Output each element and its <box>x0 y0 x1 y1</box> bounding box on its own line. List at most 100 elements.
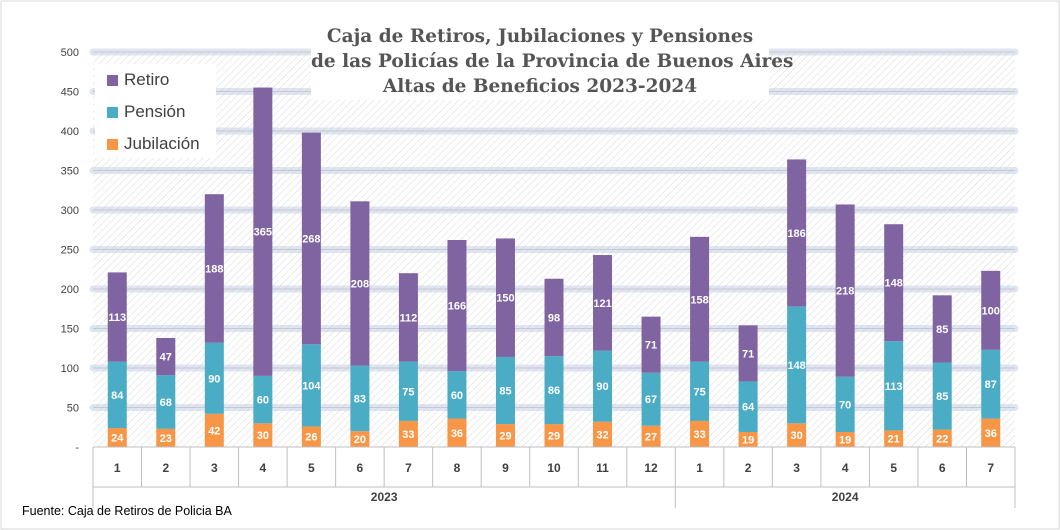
bar-segment <box>107 361 127 429</box>
y-tick-label: 150 <box>61 324 79 336</box>
bar-segment <box>835 431 855 447</box>
x-tick-label: 6 <box>357 461 364 475</box>
x-tick-label: 3 <box>211 461 218 475</box>
bar-segment <box>738 381 758 432</box>
y-tick-label: 200 <box>61 284 79 296</box>
y-tick-label: 350 <box>61 166 79 178</box>
data-label: 60 <box>257 395 269 407</box>
bar-segment <box>835 204 855 377</box>
y-tick-label: 100 <box>61 363 79 375</box>
bar-segment <box>301 344 321 427</box>
data-label: 42 <box>208 425 220 437</box>
data-label: 148 <box>885 278 903 290</box>
group-label: 2024 <box>832 490 859 504</box>
x-tick-label: 5 <box>308 461 315 475</box>
data-label: 113 <box>885 381 903 393</box>
data-label: 67 <box>645 394 657 406</box>
bar-segment <box>398 420 418 447</box>
bar-segment <box>884 341 904 431</box>
data-label: 33 <box>693 429 705 441</box>
data-label: 186 <box>787 228 805 240</box>
bar-segment <box>301 132 321 345</box>
legend-item-retiro: Retiro <box>107 68 169 92</box>
data-label: 32 <box>596 429 608 441</box>
data-label: 218 <box>836 286 854 298</box>
x-tick-label: 7 <box>405 461 412 475</box>
data-label: 90 <box>596 381 608 393</box>
x-tick-label: 11 <box>596 461 609 475</box>
bar-segment <box>787 159 807 307</box>
data-label: 47 <box>160 352 172 364</box>
data-label: 36 <box>451 428 463 440</box>
legend-item-pension: Pensión <box>107 100 185 124</box>
bar-segment <box>107 428 127 447</box>
source-note: Fuente: Caja de Retiros de Policia BA <box>22 504 232 518</box>
legend: Retiro Pensión Jubilación <box>95 64 216 158</box>
x-tick-label: 7 <box>987 461 994 475</box>
bar-segment <box>107 272 127 362</box>
x-tick-label: 4 <box>842 461 849 475</box>
bar-segment <box>690 420 710 447</box>
bar-segment <box>981 418 1001 447</box>
bar-segment <box>641 316 661 373</box>
x-tick-label: 1 <box>696 461 703 475</box>
bar-segment <box>447 371 467 419</box>
x-tick-label: 1 <box>114 461 121 475</box>
data-label: 20 <box>354 434 366 446</box>
bar-segment <box>350 201 370 366</box>
data-label: 85 <box>499 386 511 398</box>
bar-segment <box>447 418 467 447</box>
data-label: 365 <box>254 227 272 239</box>
bar-segment <box>593 255 613 351</box>
data-label: 268 <box>302 233 320 245</box>
data-label: 75 <box>693 386 705 398</box>
bar-segment <box>156 375 176 429</box>
data-label: 68 <box>160 397 172 409</box>
bar-segment <box>350 365 370 432</box>
data-label: 166 <box>448 301 466 313</box>
bar-segment <box>787 306 807 424</box>
bar-segment <box>204 194 224 343</box>
data-label: 188 <box>205 263 223 275</box>
bar-segment <box>884 430 904 447</box>
x-tick-label: 2 <box>162 461 169 475</box>
y-tick-label: 500 <box>61 47 79 59</box>
data-label: 75 <box>402 386 414 398</box>
x-tick-label: 3 <box>793 461 800 475</box>
y-tick-label: 300 <box>61 205 79 217</box>
data-label: 30 <box>257 430 269 442</box>
chart-title: Caja de Retiros, Jubilaciones y Pensione… <box>311 24 793 100</box>
data-label: 27 <box>645 431 657 443</box>
bar-segment <box>495 424 515 447</box>
bar-segment <box>932 295 952 363</box>
legend-label-pension: Pensión <box>124 102 186 121</box>
x-tick-label: 6 <box>939 461 946 475</box>
bar-segment <box>932 429 952 447</box>
data-label: 33 <box>402 429 414 441</box>
data-label: 104 <box>302 380 321 392</box>
data-label: 21 <box>888 434 900 446</box>
data-label: 100 <box>982 305 1000 317</box>
data-label: 64 <box>742 402 755 414</box>
bar-segment <box>156 337 176 376</box>
bars: 2484113236847429018830603652610426820832… <box>107 87 1001 447</box>
bar-segment <box>156 428 176 447</box>
bar-segment <box>593 421 613 447</box>
data-label: 24 <box>111 433 124 445</box>
data-label: 60 <box>451 390 463 402</box>
data-label: 113 <box>108 312 126 324</box>
data-label: 150 <box>496 293 514 305</box>
legend-label-jubilacion: Jubilación <box>124 134 200 153</box>
data-label: 70 <box>839 399 851 411</box>
bar-segment <box>253 423 273 447</box>
title-line-3: Altas de Beneficios 2023-2024 <box>382 76 698 97</box>
data-label: 30 <box>791 430 803 442</box>
x-tick-label: 8 <box>454 461 461 475</box>
data-label: 85 <box>936 324 948 336</box>
legend-item-jubilacion: Jubilación <box>107 132 200 156</box>
data-label: 71 <box>645 340 657 352</box>
bar-segment <box>204 413 224 447</box>
data-label: 112 <box>400 312 418 324</box>
